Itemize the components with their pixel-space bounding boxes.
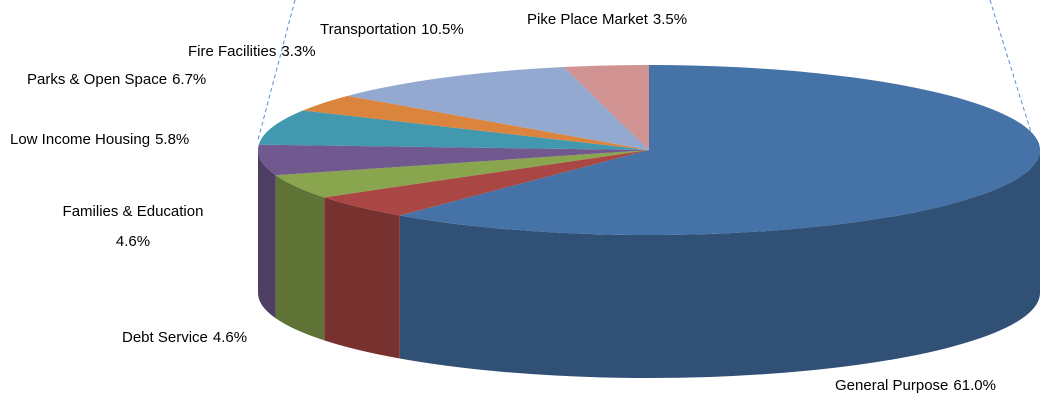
slice-label: Transportation <box>320 21 416 38</box>
leader-line <box>257 0 296 141</box>
labels: General Purpose 61.0% Debt Service 4.6% Fami… <box>10 11 996 394</box>
slice <box>302 95 649 150</box>
leader-line <box>989 0 1036 146</box>
slice <box>399 64 1041 236</box>
slice-label: Pike Place Market <box>527 11 649 28</box>
slice <box>258 110 649 150</box>
slice-label: Fire Facilities <box>188 43 276 60</box>
slice-label-group: Transportation 10.5% <box>320 21 464 38</box>
pie-tops <box>257 64 1041 236</box>
slice-label-group: Parks & Open Space 6.7% <box>27 71 206 88</box>
slice-side <box>324 197 400 359</box>
slice <box>257 144 649 176</box>
slice-value-label: 3.3% <box>281 43 315 60</box>
slice-label-group: General Purpose 61.0% <box>835 377 996 394</box>
slice-value-label: 10.5% <box>421 21 464 38</box>
slice-label-group: Pike Place Market 3.5% <box>527 11 687 28</box>
slice <box>347 67 649 150</box>
slice-label: Low Income Housing <box>10 131 150 148</box>
slice-value-label: 4.6% <box>116 233 150 250</box>
slice-label-group: Debt Service 4.6% <box>122 329 247 346</box>
slice <box>275 150 649 198</box>
slice-label-group: Low Income Housing 5.8% <box>10 131 189 148</box>
slice-label: Parks & Open Space <box>27 71 167 88</box>
slice-label: Families & Education <box>63 203 204 220</box>
slice-value-label: 61.0% <box>953 377 996 394</box>
slice-label: General Purpose <box>835 377 948 394</box>
slice-side <box>275 175 325 341</box>
slice-label: Debt Service <box>122 329 208 346</box>
slice-value-label: 4.6% <box>213 329 247 346</box>
slice-value-label: 6.7% <box>172 71 206 88</box>
slice-side <box>258 150 276 319</box>
slice-side <box>399 150 1040 378</box>
slice <box>324 150 649 216</box>
pie-sides <box>258 150 1040 378</box>
slice-label-group: Fire Facilities 3.3% <box>188 43 316 60</box>
slice-value-label: 3.5% <box>653 11 687 28</box>
slice <box>563 65 649 150</box>
slice-value-label: 5.8% <box>155 131 189 148</box>
